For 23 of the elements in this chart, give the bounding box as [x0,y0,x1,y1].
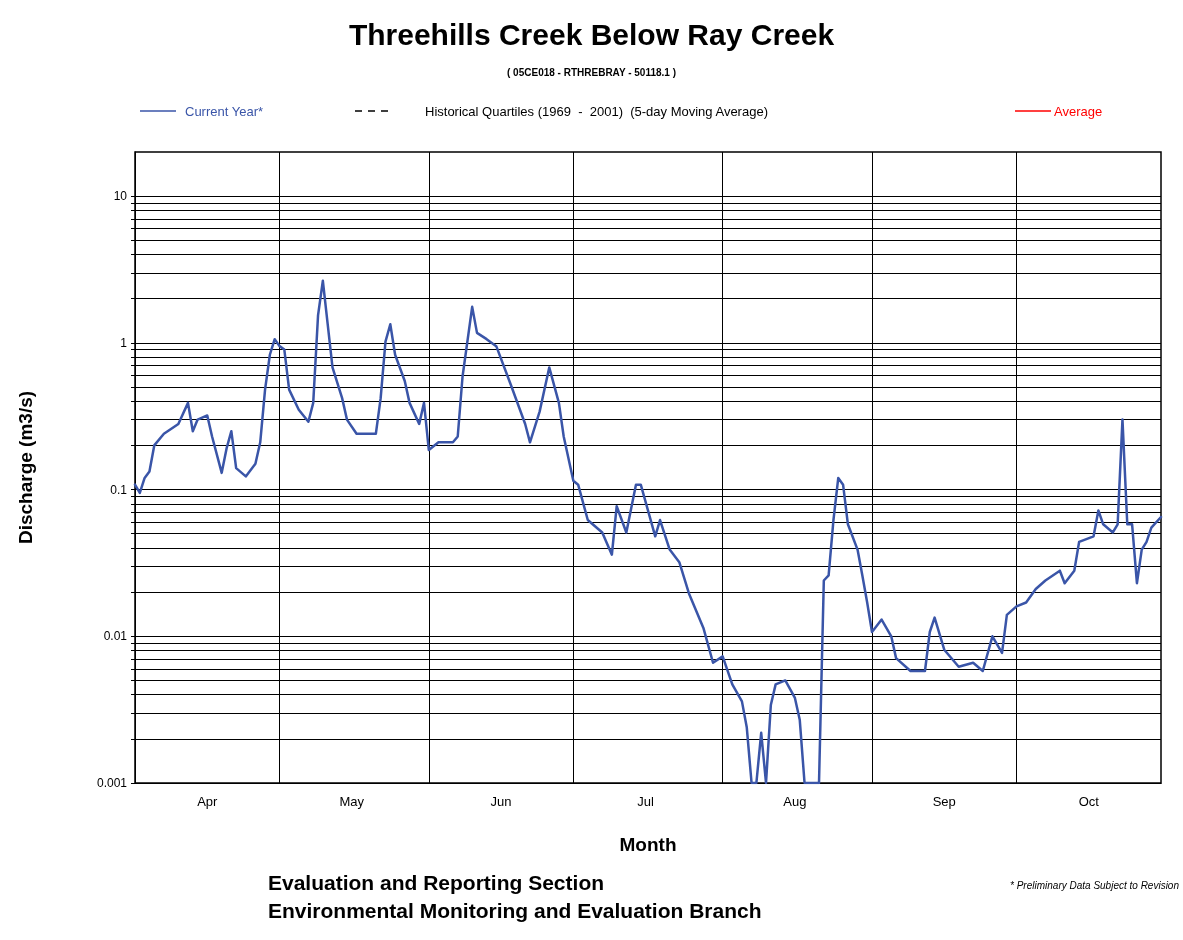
line-series [133,279,1163,785]
x-tick-label: May [339,794,365,809]
legend-label: Historical Quartiles (1969 - 2001) (5-day Moving Average) [425,103,768,119]
text: * Preliminary Data Subject to Revision [1010,879,1180,891]
legend-label: Current Year* [185,103,264,119]
y-tick-label: 1 [120,335,128,350]
x-tick-label: Aug [783,794,807,809]
y-tick-label: 10 [113,189,128,204]
x-tick-label: Jul [637,794,655,809]
x-tick-label: Jun [490,794,512,809]
legend-label: Average [1054,103,1103,119]
y-tick-label: 0.1 [110,482,128,497]
y-tick-label: 0.01 [103,629,128,644]
text: Environmental Monitoring and Evaluation Branch [268,899,762,922]
y-tick-label: 0.001 [96,776,128,790]
text: Evaluation and Reporting Section [268,871,605,894]
y-axis-title: Discharge (m3/s) [15,390,36,545]
x-axis-title: Month [619,834,677,855]
chart-title: Threehills Creek Below Ray Creek [348,17,835,51]
x-tick-label: Sep [932,794,956,809]
x-tick-label: Oct [1078,794,1100,809]
chart-subtitle: ( 05CE018 - RTHREBRAY - 50118.1 ) [507,66,676,78]
x-tick-label: Apr [197,794,219,809]
